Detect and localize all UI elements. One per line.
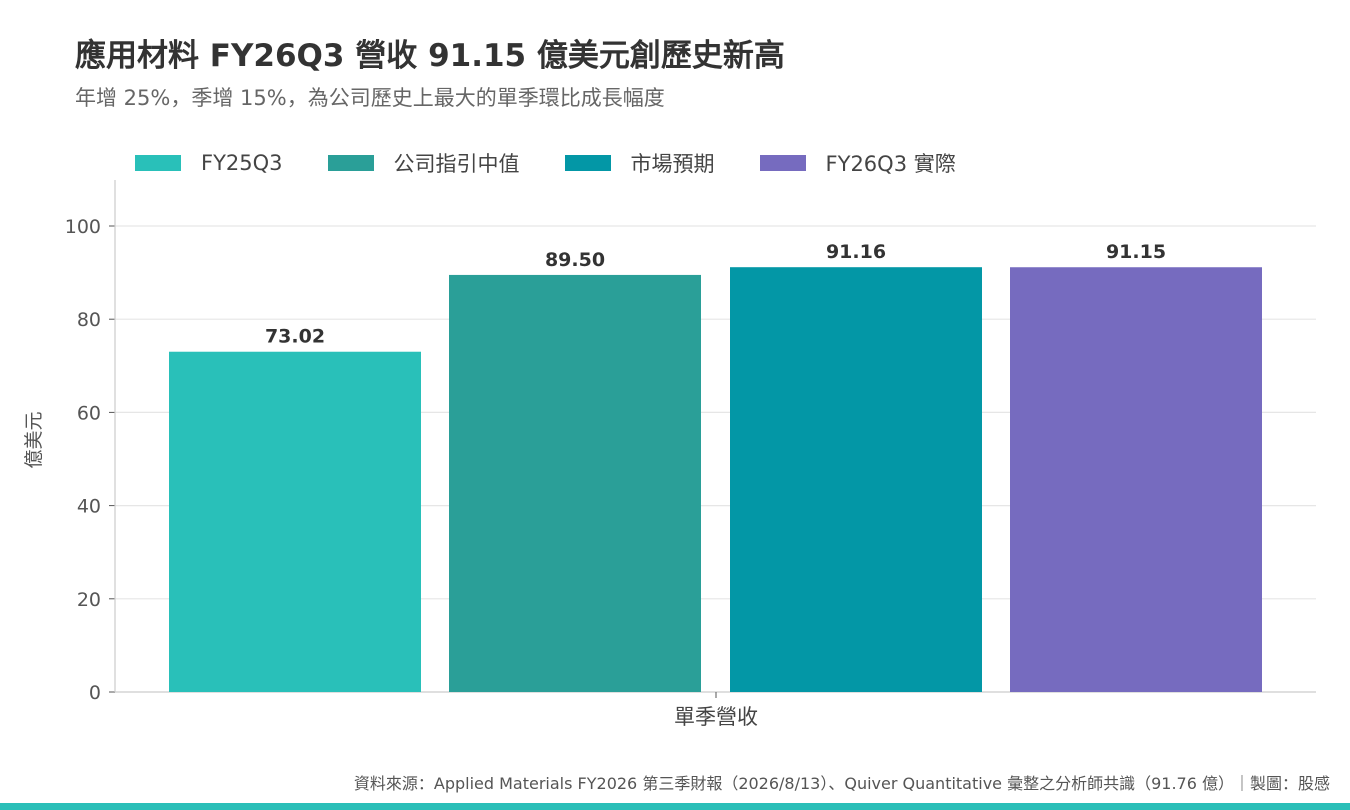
bar-4 [1010,267,1262,692]
y-tick-label: 20 [77,589,101,611]
legend-label: 公司指引中值 [393,152,520,176]
x-category-label: 單季營收 [674,705,758,729]
bar-value-label: 91.16 [826,241,886,263]
y-tick-label: 80 [77,309,101,331]
y-tick-label: 100 [65,216,101,238]
bar-3 [730,267,982,692]
legend-item-fy26q3-actual: FY26Q3 實際 [759,148,956,178]
y-axis-label: 億美元 [23,411,45,468]
legend-swatch [135,155,181,171]
legend-swatch [327,155,374,171]
legend-swatch [564,155,611,171]
legend-item-guidance-mid: 公司指引中值 [327,148,520,178]
source-footnote: 資料來源：Applied Materials FY2026 第三季財報（2026… [353,774,1330,793]
legend-item-market-expectation: 市場預期 [564,148,715,178]
legend-swatch [759,155,806,171]
bar-chart: 0 20 40 60 80 100 73.02 89.50 91.16 91.15 單季營收 億美元 [23,180,1316,729]
bar-value-label: 91.15 [1106,241,1166,263]
y-tick-label: 40 [77,496,101,518]
y-tick-label: 60 [77,402,101,424]
bar-value-label: 73.02 [265,326,325,348]
y-tick-label: 0 [89,682,101,704]
bar-1 [169,351,421,692]
bar-2 [449,274,701,692]
legend-label: FY26Q3 實際 [825,152,956,176]
legend-label: 市場預期 [630,152,715,176]
chart-subtitle: 年增 25%，季增 15%，為公司歷史上最大的單季環比成長幅度 [75,86,665,110]
legend-item-fy25q3: FY25Q3 [135,151,283,175]
bar-value-label: 89.50 [545,249,605,271]
legend-label: FY25Q3 [201,151,283,175]
chart-title: 應用材料 FY26Q3 營收 91.15 億美元創歷史新高 [75,38,785,74]
legend: FY25Q3 公司指引中值 市場預期 FY26Q3 實際 [135,148,1001,178]
bottom-accent-bar [0,803,1350,810]
